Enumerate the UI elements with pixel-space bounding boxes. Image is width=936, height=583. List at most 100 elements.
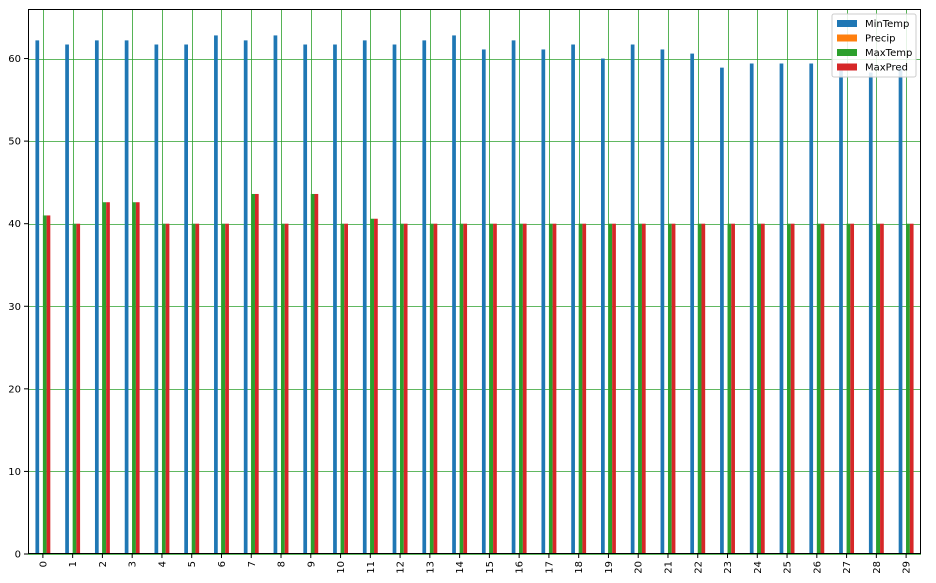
bars — [35, 35, 914, 555]
bar-maxpred-7 — [254, 193, 259, 554]
bar-maxpred-9 — [314, 193, 319, 554]
x-tick-label: 18 — [574, 561, 585, 574]
bar-maxtemp-5 — [191, 223, 196, 554]
bar-mintemp-16 — [511, 40, 516, 554]
x-tick-label: 15 — [485, 561, 496, 574]
bar-maxpred-29 — [909, 223, 914, 554]
bar-mintemp-19 — [601, 58, 605, 555]
y-tick-label: 10 — [8, 467, 21, 478]
bar-mintemp-20 — [630, 44, 635, 554]
bar-maxtemp-20 — [638, 223, 642, 554]
bar-maxpred-13 — [433, 223, 438, 554]
bar-mintemp-27 — [839, 67, 843, 554]
bar-maxtemp-3 — [132, 202, 136, 555]
bar-maxpred-28 — [880, 223, 884, 554]
y-tick-label: 20 — [8, 384, 21, 395]
legend: MinTemp Precip MaxTemp MaxPred — [831, 13, 917, 78]
bar-maxtemp-0 — [42, 215, 47, 554]
x-tick-label: 27 — [842, 561, 853, 574]
bar-maxpred-26 — [820, 223, 825, 554]
legend-swatch-maxtemp — [837, 49, 857, 56]
bar-maxtemp-25 — [787, 223, 791, 554]
x-tick-label: 7 — [247, 561, 258, 567]
bar-maxpred-1 — [76, 223, 81, 554]
x-tick-label: 26 — [812, 561, 823, 574]
x-tick-label: 10 — [336, 561, 347, 574]
x-tick-label: 8 — [277, 561, 288, 567]
bar-mintemp-8 — [273, 35, 278, 555]
bar-maxpred-20 — [641, 223, 646, 554]
bar-maxtemp-13 — [429, 223, 434, 554]
y-tick-label: 50 — [8, 137, 21, 148]
bar-maxtemp-14 — [459, 223, 464, 554]
bar-maxtemp-4 — [161, 223, 166, 554]
x-tick-label: 2 — [98, 561, 109, 567]
bar-mintemp-29 — [898, 67, 903, 554]
legend-label-maxpred: MaxPred — [865, 63, 908, 74]
bar-maxtemp-16 — [519, 223, 523, 554]
bar-mintemp-0 — [35, 40, 40, 554]
bar-maxpred-12 — [403, 223, 408, 554]
x-tick-label: 17 — [544, 561, 555, 574]
x-tick-label: 6 — [217, 561, 228, 567]
bar-mintemp-4 — [154, 44, 159, 554]
bar-mintemp-10 — [333, 44, 337, 554]
x-axis: 0 1 2 3 4 5 6 7 8 9 10 11 12 13 14 15 16 17 18 19 20 21 22 23 24… — [38, 554, 913, 574]
bar-maxtemp-29 — [906, 223, 910, 554]
bar-maxtemp-26 — [816, 223, 821, 554]
bar-maxpred-27 — [850, 223, 855, 554]
bar-maxtemp-7 — [251, 193, 255, 554]
bar-maxpred-14 — [463, 223, 468, 554]
bar-mintemp-15 — [481, 49, 486, 555]
bar-mintemp-3 — [124, 40, 129, 554]
legend-label-maxtemp: MaxTemp — [865, 48, 912, 59]
bar-maxpred-15 — [493, 223, 497, 554]
bar-maxtemp-27 — [846, 223, 851, 554]
bar-maxtemp-10 — [340, 223, 345, 554]
x-tick-label: 24 — [753, 561, 764, 574]
bar-mintemp-11 — [362, 40, 367, 554]
plot-area — [28, 9, 921, 554]
bar-maxpred-5 — [195, 223, 200, 554]
x-tick-label: 4 — [157, 561, 168, 567]
bar-mintemp-5 — [184, 44, 188, 554]
bar-maxpred-21 — [671, 223, 676, 554]
bar-maxpred-0 — [46, 215, 51, 554]
legend-box — [831, 13, 917, 78]
bar-maxtemp-24 — [757, 223, 761, 554]
bar-maxpred-2 — [106, 202, 110, 555]
y-tick-label: 40 — [8, 219, 21, 230]
bar-mintemp-22 — [690, 53, 695, 555]
bar-maxtemp-21 — [667, 223, 672, 554]
bar-mintemp-2 — [94, 40, 99, 554]
legend-label-mintemp: MinTemp — [865, 19, 909, 30]
x-tick-label: 21 — [663, 561, 674, 574]
x-tick-label: 3 — [128, 561, 139, 567]
bar-mintemp-6 — [214, 35, 218, 555]
x-tick-label: 0 — [38, 561, 49, 567]
y-tick-label: 0 — [15, 550, 21, 561]
x-tick-label: 19 — [604, 561, 615, 574]
bar-mintemp-1 — [65, 44, 69, 554]
bar-maxpred-25 — [790, 223, 795, 554]
bar-maxpred-17 — [552, 223, 557, 554]
legend-swatch-mintemp — [837, 20, 857, 27]
bar-mintemp-23 — [720, 67, 724, 554]
legend-label-precip: Precip — [865, 34, 896, 45]
y-tick-label: 30 — [8, 302, 21, 313]
x-tick-label: 14 — [455, 561, 466, 574]
bar-maxtemp-23 — [727, 223, 732, 554]
bar-maxtemp-12 — [400, 223, 404, 554]
bar-maxtemp-18 — [578, 223, 583, 554]
bar-maxpred-23 — [731, 223, 735, 554]
bar-maxpred-18 — [582, 223, 587, 554]
bar-mintemp-26 — [809, 63, 814, 554]
x-tick-label: 20 — [634, 561, 645, 574]
x-tick-label: 16 — [515, 561, 526, 574]
bar-maxpred-10 — [344, 223, 348, 554]
bar-mintemp-9 — [303, 44, 308, 554]
bar-mintemp-28 — [868, 72, 873, 554]
bar-maxtemp-8 — [281, 223, 285, 554]
bar-mintemp-18 — [571, 44, 575, 554]
x-tick-label: 9 — [306, 561, 317, 567]
